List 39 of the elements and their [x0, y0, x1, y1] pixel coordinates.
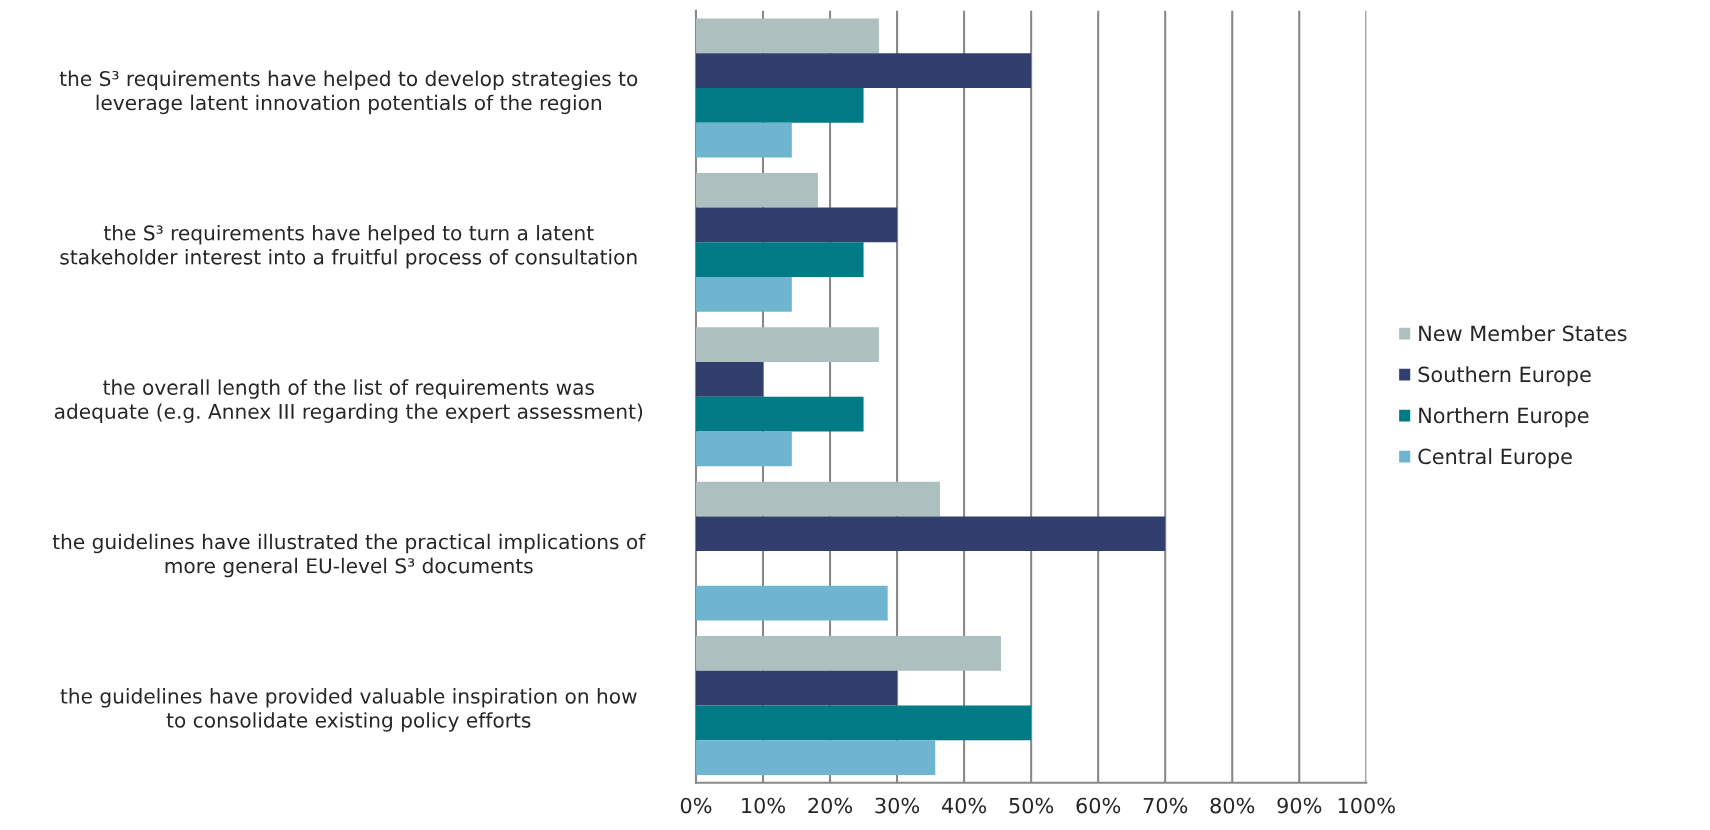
bar: [695, 481, 940, 517]
x-tick-label: 30%: [875, 797, 920, 814]
bar: [695, 585, 888, 621]
bar: [695, 362, 763, 397]
y-tick-label: the guidelines have provided valuable inspiration on how to consolidate existing policy efforts: [60, 688, 637, 732]
x-tick-label: 0%: [680, 797, 712, 814]
y-tick-label: the guidelines have illustrated the practical implications of more general EU-level S³ documents: [52, 533, 646, 578]
bar: [695, 705, 1032, 741]
bar: [695, 87, 864, 123]
legend-label: Northern Europe: [1419, 407, 1589, 428]
x-tick-label: 20%: [808, 797, 853, 814]
bar: [695, 516, 1166, 552]
x-tick-label: 90%: [1277, 797, 1322, 814]
y-tick-label: the overall length of the list of requirements was adequate (e.g. Annex III regarding the expert assessment): [54, 379, 643, 423]
bar: [695, 242, 864, 278]
y-tick-label: the S³ requirements have helped to turn a latent stakeholder interest into a fruitful process of consultation: [60, 224, 637, 269]
bar: [695, 740, 936, 775]
bar: [695, 122, 792, 158]
bar: [695, 172, 818, 208]
x-tick-label: 40%: [941, 797, 987, 814]
legend-label: New Member States: [1419, 325, 1627, 342]
x-tick-label: 10%: [742, 797, 785, 814]
bar: [695, 431, 792, 467]
legend-label: Southern Europe: [1418, 366, 1591, 387]
x-tick-label: 50%: [1009, 797, 1054, 814]
x-tick-label: 100%: [1338, 797, 1395, 814]
y-tick-label: the S³ requirements have helped to develop strategies to leverage latent innovation potentials of the region: [59, 70, 638, 115]
bar: [695, 277, 792, 312]
bar: [695, 396, 864, 432]
x-tick-label: 60%: [1076, 797, 1121, 814]
x-tick-label: 80%: [1210, 797, 1255, 814]
bar: [695, 18, 879, 54]
x-tick-label: 70%: [1143, 797, 1188, 814]
legend-label: Central Europe: [1418, 448, 1572, 469]
bar: [695, 327, 879, 362]
bar: [695, 670, 898, 706]
bar: [695, 207, 898, 243]
bar: [695, 636, 1001, 671]
bar: [695, 53, 1032, 88]
